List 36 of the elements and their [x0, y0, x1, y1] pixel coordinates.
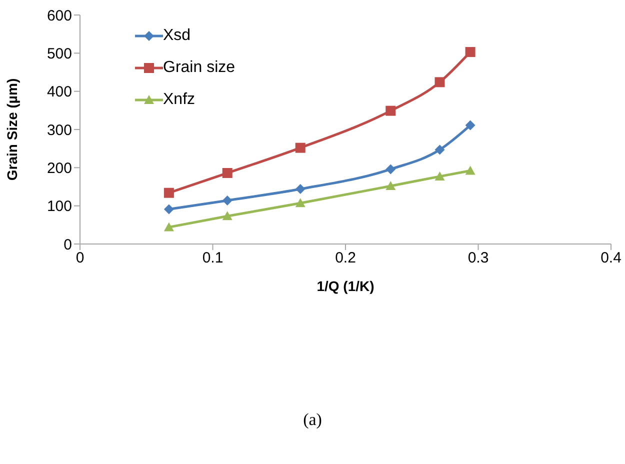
point: [295, 142, 306, 153]
y-tick-label: 0: [64, 236, 72, 254]
y-tick-label: 200: [46, 160, 72, 177]
x-tick-label: 0.3: [468, 250, 489, 267]
y-axis-title: Grain Size (µm): [4, 78, 20, 181]
point: [434, 77, 445, 88]
point: [434, 171, 445, 180]
point: [164, 204, 174, 214]
point: [222, 168, 232, 178]
y-tick-label: 400: [46, 84, 72, 101]
text: (a): [302, 410, 323, 430]
point: [434, 144, 445, 155]
y-tick-label: 600: [46, 7, 72, 24]
legend-label: Xsd: [163, 27, 191, 45]
point: [164, 188, 174, 198]
y-tick-label: 100: [46, 198, 72, 216]
legend-label: Xnfz: [163, 91, 196, 109]
point: [465, 166, 476, 175]
point: [222, 211, 232, 220]
point: [386, 106, 396, 116]
x-tick-label: 0.4: [600, 250, 622, 267]
point: [465, 47, 476, 58]
point: [295, 198, 306, 208]
x-tick-label: 0: [76, 250, 84, 267]
x-tick-label: 0.2: [335, 250, 356, 267]
legend-label: Grain size: [163, 59, 236, 77]
point: [222, 195, 232, 206]
point: [386, 164, 396, 174]
y-tick-label: 300: [46, 122, 72, 139]
point: [295, 184, 306, 194]
point: [164, 222, 174, 232]
point: [386, 180, 396, 190]
x-axis-title: 1/Q (1/K): [316, 278, 374, 294]
point: [465, 120, 476, 130]
x-tick-label: 0.1: [202, 250, 224, 267]
y-tick-label: 500: [46, 45, 72, 62]
